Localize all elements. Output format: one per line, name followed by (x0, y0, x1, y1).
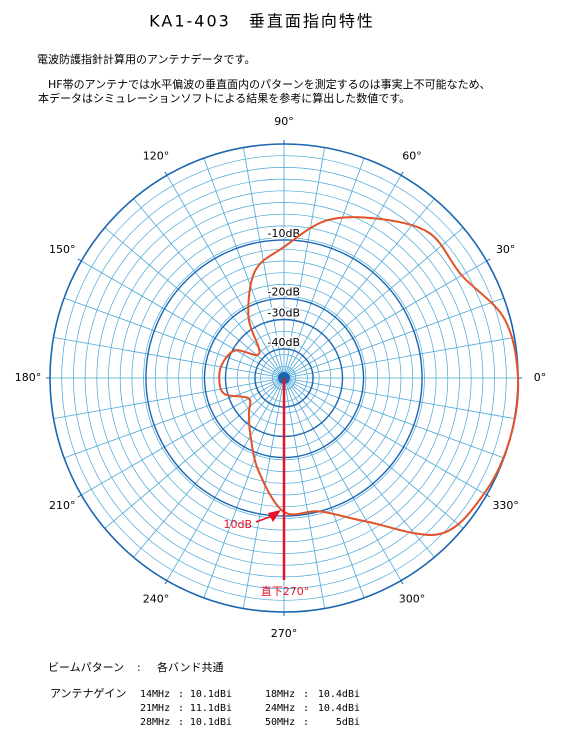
grid-spoke (53, 336, 285, 379)
x-tick-label: 270° (271, 627, 298, 640)
separator: : (178, 703, 184, 714)
beam-label: ビームパターン (48, 661, 124, 674)
r-tick-label: -10dB (268, 227, 301, 240)
r-tick-label: -40dB (268, 336, 301, 349)
grid-spoke (283, 147, 326, 379)
plot: 10dB 直下270° (218, 216, 520, 598)
grid-spoke (81, 377, 285, 496)
gain-value: 11.1dBi (190, 703, 232, 714)
x-tick-label: 210° (49, 499, 76, 512)
pattern-line (218, 216, 520, 536)
frequency: 24MHz (265, 703, 295, 714)
grid-spoke (283, 377, 402, 581)
grid-spoke (283, 377, 365, 599)
separator: : (303, 703, 309, 714)
grid-spoke (63, 297, 285, 379)
grid-spoke (283, 336, 515, 379)
annotation: 直下270° (261, 584, 310, 598)
gain-value: 5dBi (336, 717, 360, 728)
x-tick (486, 258, 491, 262)
x-tick (77, 494, 82, 498)
separator: : (178, 689, 184, 700)
x-tick-label: 0° (534, 371, 547, 384)
grid-spoke (203, 377, 285, 599)
gain-value: 10.1dBi (190, 717, 232, 728)
x-tick-label: 60° (402, 149, 422, 162)
grid-spoke (283, 377, 326, 609)
grid-spoke (242, 377, 285, 609)
note: HF帯のアンテナでは水平偏波の垂直面内のパターンを測定するのは事実上不可能なため… (48, 77, 491, 91)
x-tick-label: 330° (492, 499, 519, 512)
gain-value: 10.4dBi (318, 703, 360, 714)
grid-spoke (63, 377, 285, 459)
x-tick (164, 580, 168, 585)
grid-spoke (166, 377, 285, 581)
grid-spoke (283, 227, 464, 379)
separator: : (303, 717, 309, 728)
grid-spoke (283, 175, 402, 379)
grid-spoke (283, 377, 515, 420)
annotation: 10dB (223, 518, 252, 531)
grid: -10dB -20dB -30dB -40dB 0° 30° 60° 90° 120° 150° 1… (15, 115, 547, 640)
arrow-shaft (255, 515, 273, 523)
grid-spoke (283, 260, 487, 379)
frequency: 50MHz (265, 717, 295, 728)
x-tick-label: 30° (496, 243, 516, 256)
grid-spoke (242, 147, 285, 379)
x-tick-label: 300° (399, 593, 426, 606)
note: 本データはシミュレーションソフトによる結果を参考に算出した数値です。 (38, 91, 410, 105)
grid-spoke (104, 377, 285, 529)
gain-value: 10.4dBi (318, 689, 360, 700)
grid-spoke (166, 175, 285, 379)
grid-spoke (283, 377, 487, 496)
x-tick-label: 240° (143, 593, 170, 606)
r-tick-label: -30dB (268, 307, 301, 320)
separator: : (303, 689, 309, 700)
grid-spoke (283, 377, 435, 558)
gain-value: 10.1dBi (190, 689, 232, 700)
beam-value: 各バンド共通 (157, 660, 224, 674)
x-tick (400, 580, 404, 585)
grid-spoke (53, 377, 285, 420)
separator: : (137, 661, 141, 674)
x-tick (486, 494, 491, 498)
x-tick (77, 258, 82, 262)
frequency: 14MHz (140, 689, 170, 700)
x-tick-label: 120° (143, 149, 170, 162)
gain-label: アンテナゲイン (50, 687, 126, 700)
grid-spoke (283, 377, 464, 529)
frequency: 28MHz (140, 717, 170, 728)
grid-spoke (133, 377, 285, 558)
subtitle: 電波防護指針計算用のアンテナデータです。 (37, 52, 255, 66)
frequency: 18MHz (265, 689, 295, 700)
grid-spoke (283, 377, 505, 459)
x-tick (164, 171, 168, 176)
grid-spoke (104, 227, 285, 379)
frequency: 21MHz (140, 703, 170, 714)
grid-spoke (283, 297, 505, 379)
x-tick-label: 90° (274, 115, 294, 128)
grid-spoke (283, 198, 435, 379)
arrow-head (268, 510, 281, 522)
separator: : (178, 717, 184, 728)
grid-spoke (203, 157, 285, 379)
title: KA1-403 垂直面指向特性 (149, 12, 375, 31)
grid-spoke (283, 157, 365, 379)
r-tick-label: -20dB (268, 285, 301, 298)
x-tick-label: 180° (15, 371, 42, 384)
x-tick-label: 150° (49, 243, 76, 256)
x-tick (400, 171, 404, 176)
grid-spoke (81, 260, 285, 379)
